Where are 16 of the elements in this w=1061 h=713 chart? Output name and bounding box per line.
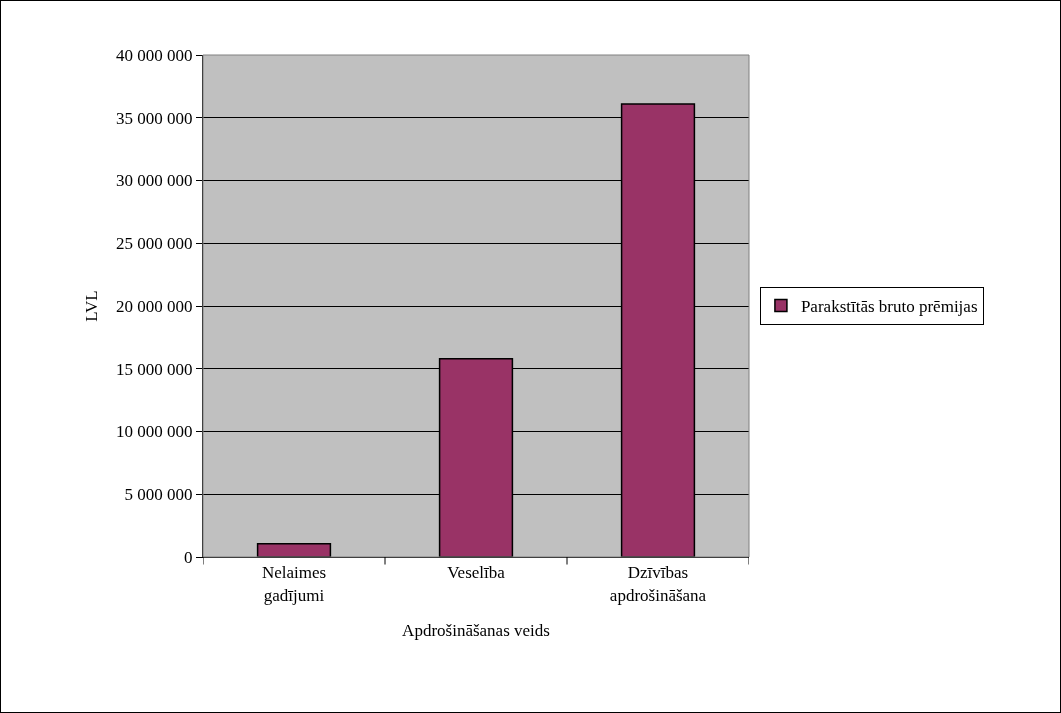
- y-tick-label: 25 000 000: [116, 234, 193, 254]
- y-tick-label: 30 000 000: [116, 171, 193, 191]
- x-tick-label: Veselība: [447, 563, 506, 583]
- x-tick-label: Dzīvības apdrošināšana: [609, 563, 707, 605]
- legend-label: Parakstītās bruto prēmijas: [800, 297, 978, 317]
- y-tick-label: 0: [184, 547, 193, 567]
- y-tick-label: 5 000 000: [124, 485, 193, 505]
- y-tick-label: 15 000 000: [116, 359, 193, 379]
- y-tick-label: 10 000 000: [116, 422, 193, 442]
- y-axis-title: LVL: [81, 290, 101, 322]
- x-axis-title: Apdrošināšanas veids: [402, 620, 550, 640]
- y-tick-label: 35 000 000: [116, 108, 193, 128]
- bar: [256, 543, 332, 557]
- y-tick-label: 40 000 000: [116, 45, 193, 65]
- x-tick-label: Nelaimes gadījumi: [261, 563, 327, 605]
- y-tick-label: 20 000 000: [116, 296, 193, 316]
